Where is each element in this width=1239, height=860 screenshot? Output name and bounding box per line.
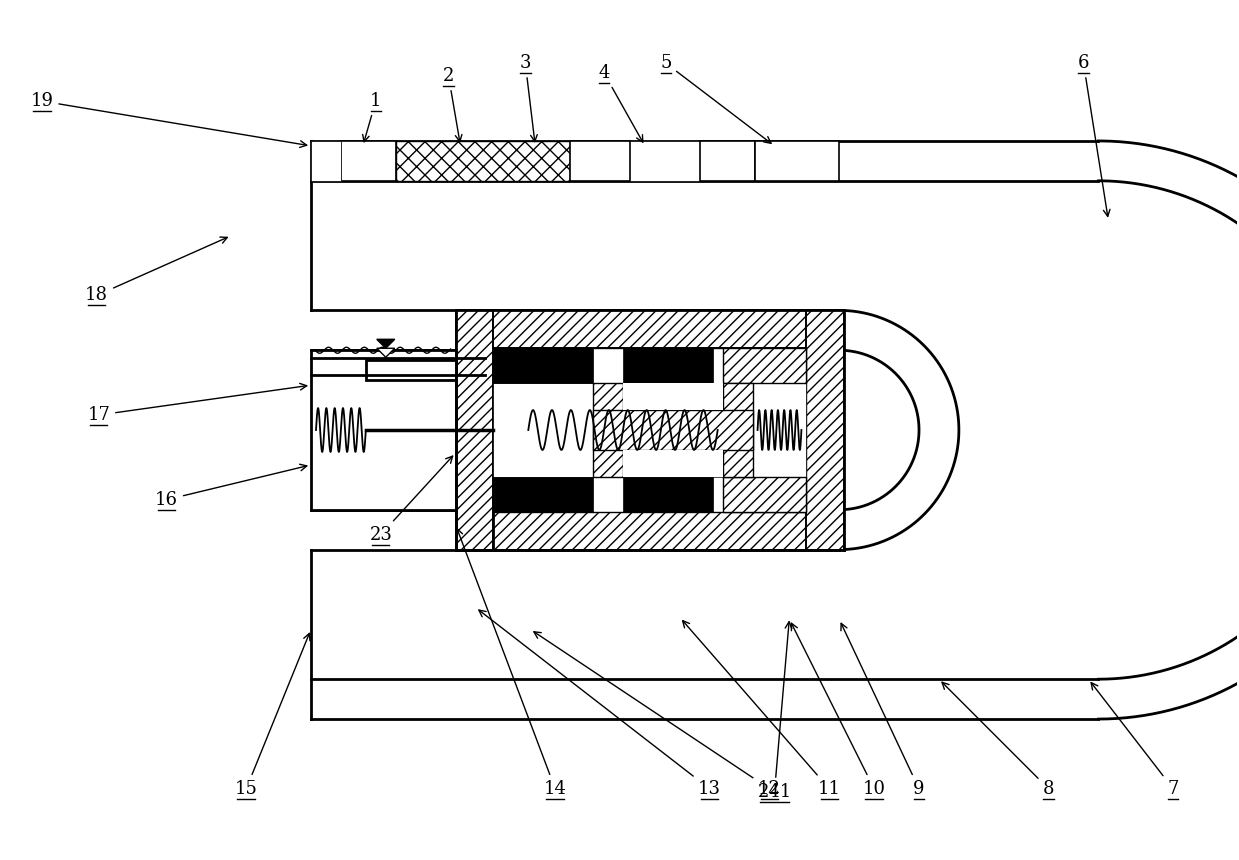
Text: 23: 23 — [369, 456, 452, 544]
Polygon shape — [377, 340, 395, 348]
Bar — [311, 141, 341, 181]
Bar — [570, 141, 629, 181]
Bar — [623, 476, 712, 512]
Text: 10: 10 — [792, 624, 886, 798]
Bar — [755, 141, 839, 181]
Text: 5: 5 — [660, 54, 771, 144]
Bar — [629, 141, 700, 181]
Bar — [722, 384, 752, 476]
Text: 8: 8 — [942, 682, 1054, 798]
Text: 11: 11 — [683, 621, 841, 798]
Text: 16: 16 — [155, 464, 307, 509]
Bar — [493, 384, 807, 476]
Bar — [623, 384, 722, 410]
Bar — [623, 348, 712, 384]
Bar — [456, 310, 844, 348]
Bar — [366, 360, 456, 380]
Text: 17: 17 — [87, 384, 307, 424]
Text: 13: 13 — [479, 610, 721, 798]
Bar — [722, 476, 807, 512]
Text: 15: 15 — [234, 633, 310, 798]
Bar — [341, 141, 395, 181]
Bar — [623, 450, 722, 476]
Bar — [593, 384, 623, 476]
Polygon shape — [377, 348, 395, 357]
Bar — [700, 141, 755, 181]
Bar — [807, 310, 844, 550]
Text: 9: 9 — [841, 624, 924, 798]
Text: 7: 7 — [1092, 683, 1178, 798]
Text: 4: 4 — [598, 64, 643, 142]
Bar — [493, 348, 593, 384]
Text: 1: 1 — [363, 92, 382, 142]
Text: 2: 2 — [442, 67, 462, 142]
Bar — [456, 310, 493, 550]
Bar — [395, 141, 570, 181]
Text: 3: 3 — [519, 54, 538, 142]
Text: 14: 14 — [456, 529, 566, 798]
Bar — [722, 348, 807, 384]
Bar — [493, 348, 807, 512]
Text: 12: 12 — [534, 632, 781, 798]
Text: 241: 241 — [757, 622, 792, 801]
Bar — [311, 350, 456, 510]
Text: 6: 6 — [1078, 54, 1110, 217]
Text: 19: 19 — [31, 92, 307, 147]
Bar — [493, 476, 593, 512]
Text: 18: 18 — [85, 237, 227, 304]
Bar — [456, 512, 844, 550]
Bar — [593, 410, 752, 450]
